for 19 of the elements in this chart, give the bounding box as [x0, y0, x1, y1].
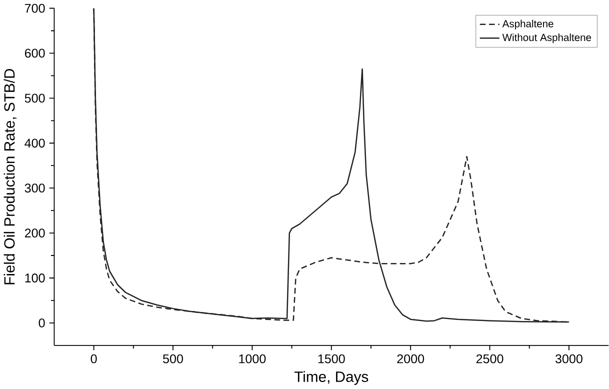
y-tick-label: 0: [38, 318, 45, 328]
x-tick-label: 1000: [239, 354, 266, 364]
x-tick-label: 500: [163, 354, 183, 364]
y-tick-label: 400: [24, 138, 45, 148]
y-tick-label: 300: [24, 184, 45, 193]
x-tick-label: 2000: [397, 354, 424, 364]
x-tick-label: 1500: [318, 354, 345, 364]
x-tick-label: 0: [90, 354, 97, 364]
legend-label: Without Asphaltene: [502, 34, 592, 44]
y-tick-label: 500: [24, 94, 45, 103]
y-tick-label: 200: [24, 228, 45, 238]
y-tick-label: 100: [25, 274, 45, 283]
legend-label: Asphaltene: [502, 20, 554, 30]
y-tick-label: 700: [24, 4, 45, 13]
y-tick-label: 600: [24, 48, 45, 58]
x-axis-title: Time, Days: [294, 371, 368, 386]
y-axis-title: Field Oil Production Rate, STB/D: [4, 69, 16, 284]
x-tick-label: 2500: [476, 354, 504, 364]
x-tick-label: 3000: [555, 354, 582, 364]
